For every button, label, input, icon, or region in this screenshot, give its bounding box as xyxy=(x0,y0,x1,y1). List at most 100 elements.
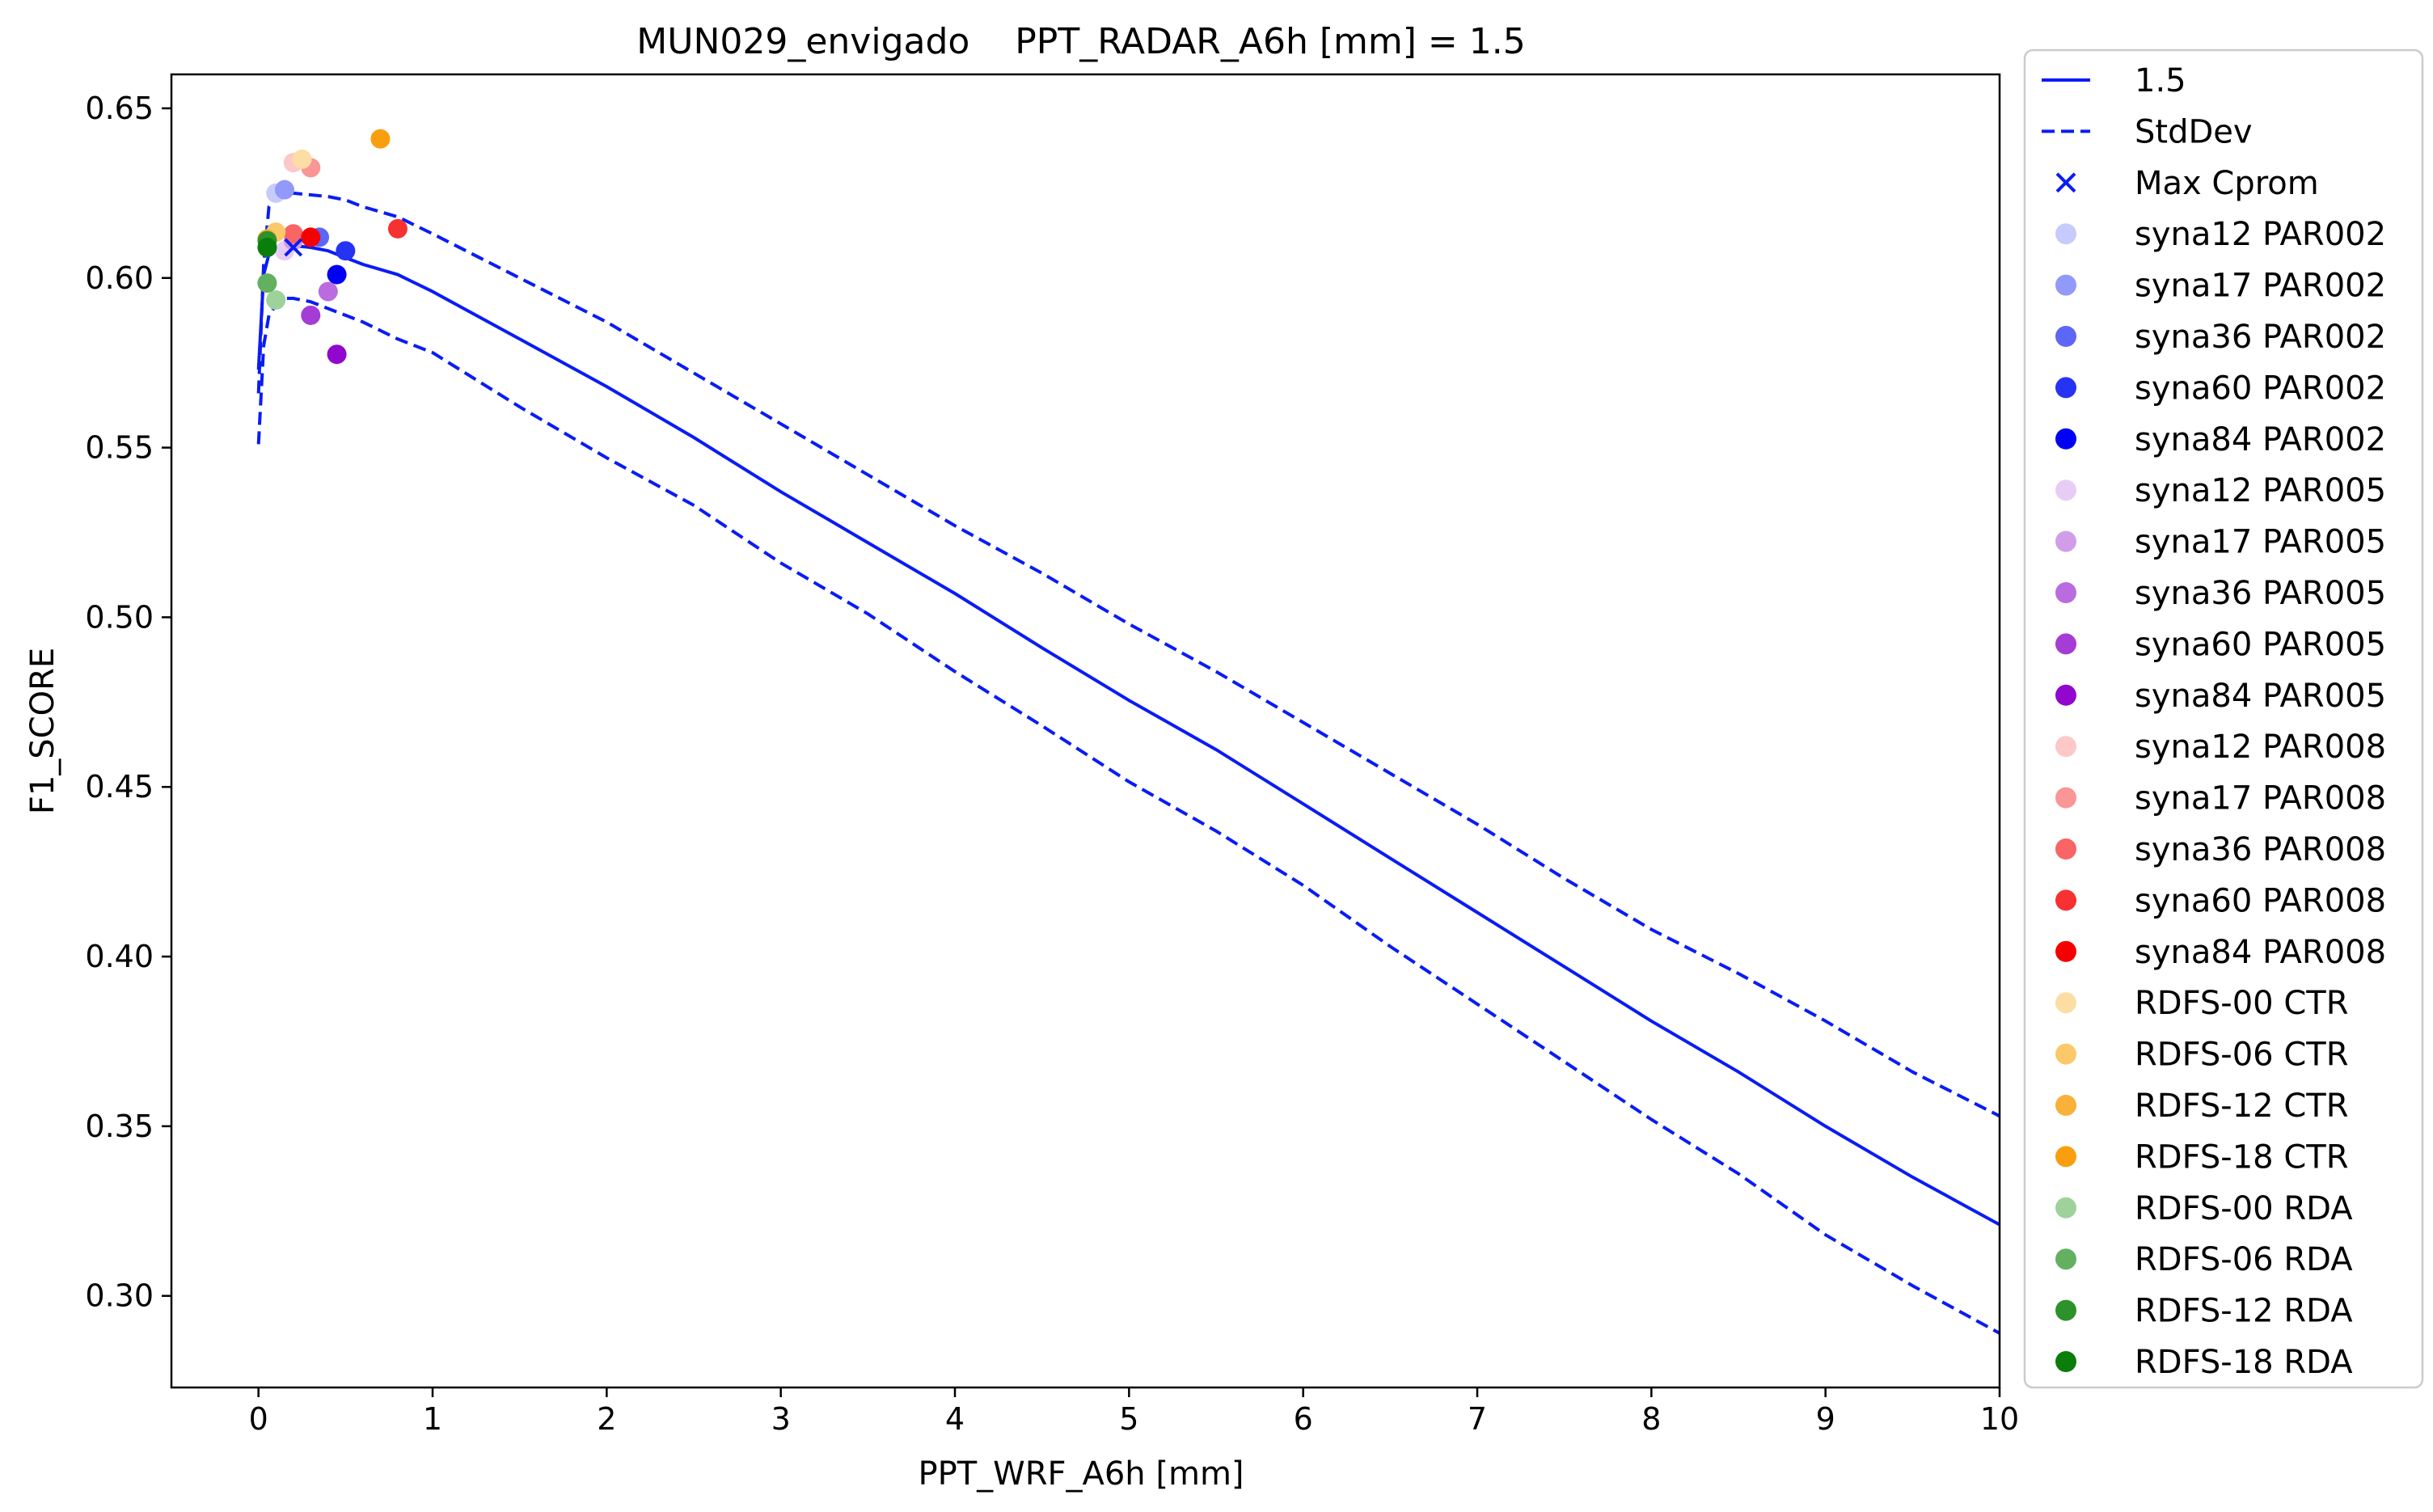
legend-label: RDFS-12 RDA xyxy=(2135,1293,2353,1330)
legend-label: syna36 PAR002 xyxy=(2135,319,2386,356)
x-tick-label: 9 xyxy=(1816,1401,1835,1437)
scatter-point xyxy=(283,224,303,244)
scatter-point xyxy=(327,264,347,285)
legend-marker-swatch xyxy=(2055,1197,2076,1218)
legend-marker-swatch xyxy=(2055,736,2076,758)
legend-label: syna84 PAR002 xyxy=(2135,421,2386,458)
legend-item: syna12 PAR002 xyxy=(2055,216,2386,253)
stddev-upper-line xyxy=(256,191,2000,1118)
legend-marker-swatch xyxy=(2055,326,2076,347)
legend-label: 1.5 xyxy=(2135,62,2186,99)
legend-marker-swatch xyxy=(2055,787,2076,809)
legend-label: StdDev xyxy=(2135,113,2253,150)
stddev-lower-line xyxy=(256,297,2000,1335)
legend-label: syna36 PAR005 xyxy=(2135,575,2386,612)
scatter-point xyxy=(301,305,321,325)
legend-item: syna60 PAR008 xyxy=(2055,882,2386,919)
legend-item: RDFS-00 RDA xyxy=(2055,1190,2353,1227)
legend-label: syna17 PAR002 xyxy=(2135,268,2386,305)
legend-item: syna60 PAR002 xyxy=(2055,370,2386,407)
legend-item: RDFS-12 RDA xyxy=(2055,1293,2353,1330)
x-tick-label: 2 xyxy=(597,1401,616,1437)
legend-marker-swatch xyxy=(2055,684,2076,706)
legend-item: 1.5 xyxy=(2042,62,2186,99)
legend-item: syna36 PAR002 xyxy=(2055,319,2386,356)
x-tick-label: 3 xyxy=(771,1401,791,1437)
y-tick-label: 0.40 xyxy=(85,939,154,974)
scatter-point xyxy=(336,241,356,261)
scatter-point xyxy=(257,273,277,294)
legend-marker-swatch xyxy=(2055,1248,2076,1270)
legend-marker-swatch xyxy=(2055,428,2076,450)
y-tick-label: 0.50 xyxy=(85,599,154,635)
max-cprom-marker xyxy=(284,238,303,257)
x-tick-label: 10 xyxy=(1980,1401,2019,1437)
y-axis-label: F1_SCORE xyxy=(24,648,61,814)
legend-marker-swatch xyxy=(2055,582,2076,603)
mean-line xyxy=(256,242,2000,1227)
y-tick-label: 0.60 xyxy=(85,260,154,296)
plot-frame xyxy=(170,73,2001,1389)
legend-item: RDFS-06 RDA xyxy=(2055,1241,2353,1278)
legend-label: syna12 PAR002 xyxy=(2135,216,2386,253)
x-tick-label: 8 xyxy=(1641,1401,1661,1437)
legend-item: syna17 PAR005 xyxy=(2055,524,2386,561)
legend-item: RDFS-06 CTR xyxy=(2055,1037,2349,1074)
legend-label: Max Cprom xyxy=(2135,165,2319,202)
scatter-point xyxy=(327,344,347,365)
scatter-point xyxy=(292,149,312,169)
y-tick-label: 0.45 xyxy=(85,769,154,805)
legend-label: RDFS-18 RDA xyxy=(2135,1344,2353,1381)
legend-label: syna12 PAR008 xyxy=(2135,729,2386,766)
legend-label: RDFS-06 RDA xyxy=(2135,1241,2353,1278)
legend-item: RDFS-18 RDA xyxy=(2055,1344,2353,1381)
legend-label: syna17 PAR008 xyxy=(2135,780,2386,817)
legend-item: Max Cprom xyxy=(2055,165,2319,202)
legend-marker-swatch xyxy=(2055,1146,2076,1168)
legend-box xyxy=(2023,49,2424,1389)
legend-item: StdDev xyxy=(2042,113,2253,150)
legend-marker-swatch xyxy=(2055,633,2076,655)
legend-marker-swatch xyxy=(2055,940,2076,962)
legend-marker-swatch xyxy=(2055,377,2076,399)
legend-label: syna84 PAR008 xyxy=(2135,934,2386,971)
legend-item: RDFS-12 CTR xyxy=(2055,1088,2349,1125)
legend-label: RDFS-12 CTR xyxy=(2135,1088,2349,1125)
y-tick-label: 0.55 xyxy=(85,430,154,466)
legend: 1.5 StdDev Max Cprom syna12 PAR002 syna17 PA… xyxy=(2023,49,2424,1389)
legend-marker-swatch xyxy=(2055,992,2076,1014)
y-axis-ticks: 0.30 0.35 0.40 0.45 0.50 0.55 0.60 0.65 xyxy=(85,91,171,1314)
legend-item: syna12 PAR005 xyxy=(2055,472,2386,509)
legend-items: 1.5 StdDev Max Cprom syna12 PAR002 syna17 PA… xyxy=(2042,62,2386,1381)
legend-label: syna36 PAR008 xyxy=(2135,831,2386,868)
x-axis-ticks: 0 1 2 3 4 5 6 7 8 9 10 xyxy=(249,1387,2019,1437)
legend-label: syna84 PAR005 xyxy=(2135,678,2386,715)
legend-label: syna60 PAR008 xyxy=(2135,882,2386,919)
legend-label: syna12 PAR005 xyxy=(2135,472,2386,509)
legend-label: syna60 PAR002 xyxy=(2135,370,2386,407)
scatter-point xyxy=(370,129,391,149)
x-tick-label: 7 xyxy=(1468,1401,1487,1437)
x-tick-label: 5 xyxy=(1119,1401,1138,1437)
x-tick-label: 1 xyxy=(423,1401,442,1437)
legend-marker-swatch xyxy=(2055,1043,2076,1065)
x-tick-label: 6 xyxy=(1294,1401,1313,1437)
legend-label: RDFS-00 CTR xyxy=(2135,985,2349,1022)
x-tick-label: 4 xyxy=(945,1401,965,1437)
legend-x-marker-swatch xyxy=(2055,172,2076,193)
y-tick-label: 0.35 xyxy=(85,1109,154,1144)
scatter-point xyxy=(387,218,408,239)
chart-title: MUN029_envigado PPT_RADAR_A6h [mm] = 1.5 xyxy=(636,21,1525,62)
legend-item: syna60 PAR005 xyxy=(2055,626,2386,663)
legend-marker-swatch xyxy=(2055,1351,2076,1372)
legend-item: syna12 PAR008 xyxy=(2055,729,2386,766)
legend-marker-swatch xyxy=(2055,479,2076,501)
legend-marker-swatch xyxy=(2055,530,2076,552)
legend-label: syna60 PAR005 xyxy=(2135,626,2386,663)
plot-lines xyxy=(256,191,2000,1335)
legend-label: RDFS-06 CTR xyxy=(2135,1037,2349,1074)
legend-label: RDFS-18 CTR xyxy=(2135,1138,2349,1176)
legend-label: RDFS-00 RDA xyxy=(2135,1190,2353,1227)
legend-marker-swatch xyxy=(2055,838,2076,859)
